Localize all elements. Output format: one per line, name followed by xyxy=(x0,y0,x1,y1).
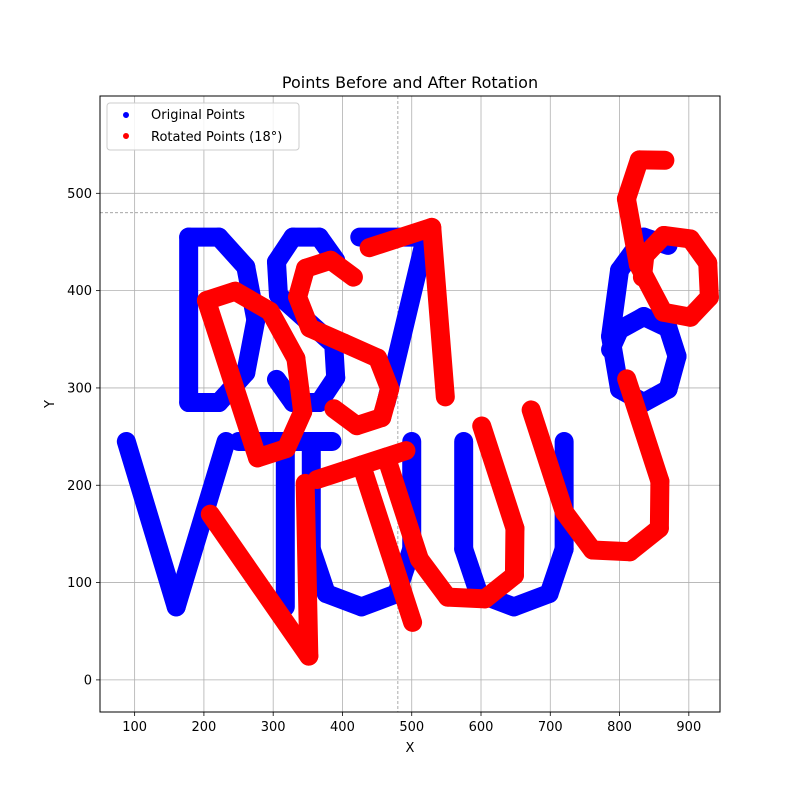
x-tick-label: 200 xyxy=(191,720,216,735)
rotated-point-stroke xyxy=(295,473,319,666)
original-point-stroke xyxy=(116,431,186,617)
legend-label-rotated: Rotated Points (18°) xyxy=(151,130,282,145)
original-point-stroke xyxy=(166,431,236,617)
original-point-stroke xyxy=(601,320,630,360)
legend-marker-original xyxy=(123,112,129,118)
y-tick-label: 200 xyxy=(67,479,92,494)
x-tick-label: 600 xyxy=(469,720,494,735)
chart-title: Points Before and After Rotation xyxy=(282,73,538,92)
plot-frame xyxy=(99,95,721,713)
original-point-stroke xyxy=(266,369,303,413)
legend-label-original: Original Points xyxy=(151,108,245,123)
rotated-point-stroke xyxy=(351,455,423,632)
y-axis-ticks: 0 100 200 300 400 500 xyxy=(67,187,100,688)
rotated-point-stroke xyxy=(422,217,455,407)
y-tick-label: 0 xyxy=(84,673,92,688)
y-tick-label: 100 xyxy=(67,576,92,591)
x-tick-label: 400 xyxy=(330,720,355,735)
x-tick-label: 700 xyxy=(538,720,563,735)
legend: Original Points Rotated Points (18°) xyxy=(106,102,300,151)
rotated-point-stroke xyxy=(521,400,574,522)
rotated-point-stroke xyxy=(617,369,670,491)
x-tick-label: 500 xyxy=(399,720,424,735)
rotated-point-stroke xyxy=(200,504,319,666)
y-tick-label: 500 xyxy=(67,187,92,202)
x-tick-label: 800 xyxy=(607,720,632,735)
x-tick-label: 100 xyxy=(122,720,147,735)
y-tick-label: 300 xyxy=(67,381,92,396)
rotated-point-stroke xyxy=(324,399,367,436)
x-axis-ticks: 100 200 300 400 500 600 700 800 900 xyxy=(122,712,701,735)
x-axis-label: X xyxy=(406,741,415,756)
y-tick-label: 400 xyxy=(67,284,92,299)
series-rotated-points xyxy=(196,150,719,666)
legend-marker-rotated xyxy=(123,133,129,139)
rotated-point-stroke xyxy=(632,246,655,287)
rotated-point-stroke xyxy=(359,217,442,258)
rotated-point-stroke xyxy=(376,447,429,569)
rotated-point-stroke xyxy=(472,416,525,538)
reference-lines xyxy=(100,96,720,712)
rotated-point-stroke xyxy=(196,291,268,468)
rotated-point-stroke xyxy=(248,439,296,468)
y-axis-label: Y xyxy=(43,400,58,409)
legend-box xyxy=(106,102,300,151)
x-tick-label: 900 xyxy=(676,720,701,735)
x-tick-label: 300 xyxy=(261,720,286,735)
